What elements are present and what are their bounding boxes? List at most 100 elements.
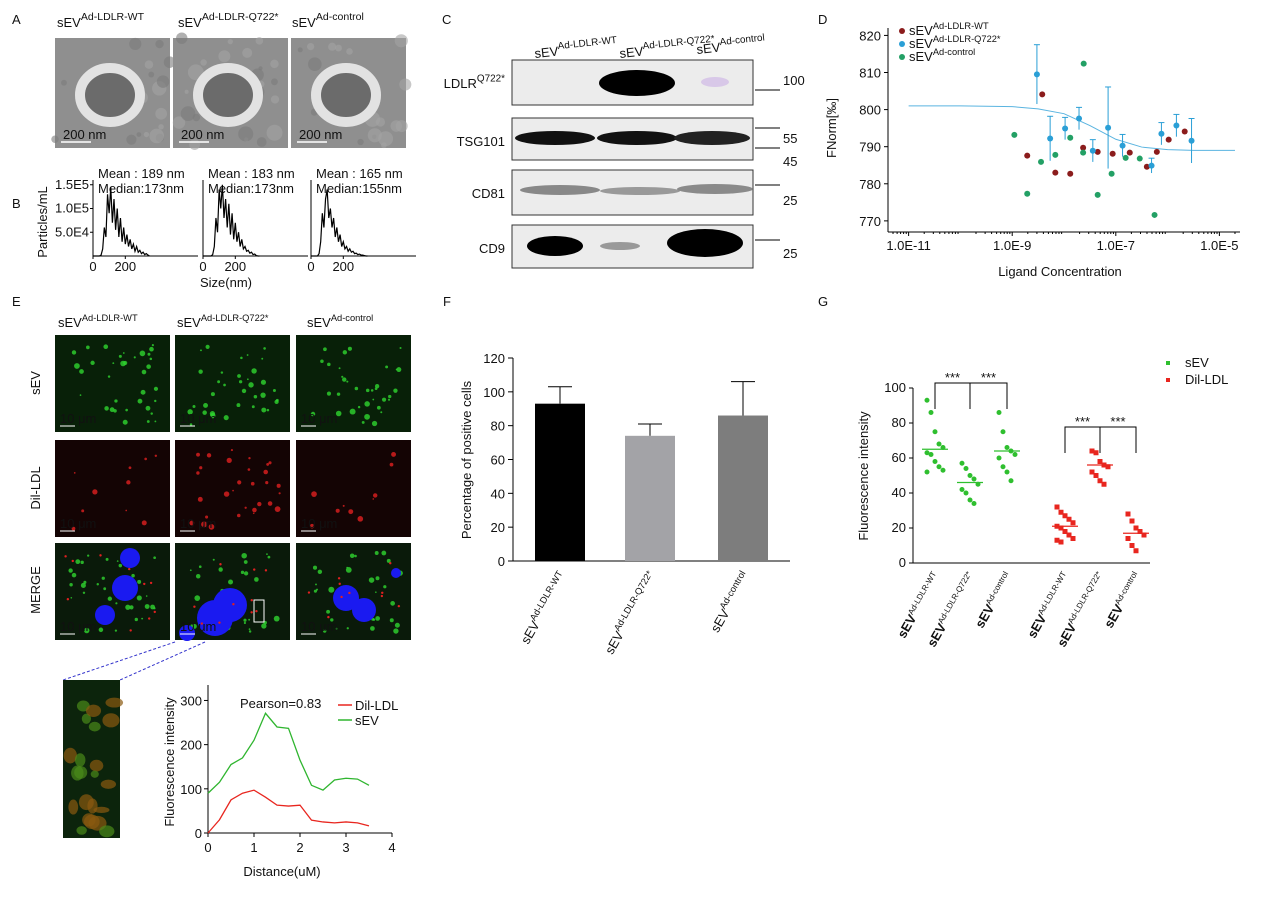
- puncta: [75, 559, 81, 565]
- significance-bracket: [969, 382, 1008, 409]
- band: [600, 242, 640, 250]
- puncta: [79, 394, 82, 396]
- puncta: [342, 377, 347, 382]
- puncta: [335, 627, 338, 630]
- puncta: [370, 389, 374, 392]
- texture: [380, 142, 387, 149]
- puncta: [219, 563, 222, 566]
- x-axis-label: Size(nm): [200, 275, 252, 290]
- puncta: [267, 501, 273, 506]
- annotation: Mean : 165 nm: [316, 166, 403, 181]
- puncta: [323, 347, 327, 352]
- puncta: [202, 410, 207, 415]
- texture: [242, 47, 253, 58]
- puncta: [144, 457, 147, 461]
- texture: [270, 95, 280, 104]
- x-axis-label: Ligand Concentration: [998, 264, 1122, 279]
- label-text: sEV: [57, 15, 81, 30]
- puncta: [89, 759, 104, 772]
- significance-bracket: [1099, 426, 1137, 453]
- puncta: [141, 520, 147, 526]
- puncta: [252, 512, 255, 515]
- texture: [136, 132, 142, 137]
- texture: [61, 79, 67, 86]
- vesicle: [75, 63, 145, 127]
- scale-bar-label: 200 nm: [299, 127, 342, 142]
- label-superscript: Ad-LDLR-WT: [557, 35, 617, 52]
- texture: [308, 57, 322, 71]
- puncta: [240, 356, 243, 360]
- puncta: [103, 344, 109, 350]
- point: [1066, 532, 1072, 538]
- puncta: [276, 483, 281, 488]
- point: [996, 455, 1002, 461]
- label-superscript: Ad-LDLR-WT: [528, 569, 565, 623]
- puncta: [99, 825, 115, 838]
- texture: [172, 116, 186, 129]
- puncta: [141, 369, 147, 375]
- nucleus: [112, 575, 138, 601]
- puncta: [248, 628, 251, 631]
- point: [1181, 128, 1188, 135]
- point: [1058, 525, 1064, 531]
- puncta: [105, 697, 124, 708]
- puncta: [386, 558, 391, 563]
- label-text: sEV: [534, 44, 560, 61]
- label-text: sEV: [894, 612, 919, 641]
- texture: [238, 126, 254, 142]
- point: [1093, 450, 1099, 456]
- puncta: [311, 491, 317, 497]
- puncta: [240, 570, 245, 574]
- puncta: [232, 603, 235, 606]
- puncta: [93, 806, 110, 813]
- x-tick-label: 4: [388, 840, 395, 855]
- texture: [266, 124, 283, 141]
- panel-label: F: [443, 294, 451, 309]
- texture: [346, 48, 353, 55]
- puncta: [71, 765, 84, 781]
- y-tick-label: 100: [180, 782, 202, 797]
- texture: [155, 107, 168, 120]
- label: TSG101: [457, 134, 505, 149]
- y-axis-label: Particles/mL: [35, 186, 50, 258]
- puncta: [251, 405, 255, 409]
- puncta: [315, 588, 319, 591]
- micrograph: [296, 335, 411, 432]
- label-text: sEV: [58, 315, 82, 330]
- point: [1058, 509, 1064, 515]
- point: [971, 476, 977, 482]
- point: [1004, 445, 1010, 450]
- roi-box: [253, 599, 265, 623]
- significance-label: ***: [981, 370, 996, 385]
- puncta: [96, 582, 99, 586]
- puncta: [266, 463, 270, 466]
- band: [667, 229, 743, 257]
- annotation: Mean : 183 nm: [208, 166, 295, 181]
- puncta: [354, 386, 359, 391]
- puncta: [348, 509, 354, 515]
- puncta: [328, 586, 335, 593]
- puncta: [338, 582, 341, 586]
- puncta: [153, 386, 159, 391]
- puncta: [347, 346, 352, 351]
- panel-label: G: [818, 294, 828, 309]
- point: [1151, 211, 1158, 218]
- puncta: [218, 621, 221, 624]
- label-text: sEV: [696, 40, 722, 57]
- puncta: [394, 622, 400, 628]
- y-tick-label: 780: [859, 177, 881, 192]
- label-text: sEV: [602, 628, 627, 656]
- puncta: [272, 388, 276, 392]
- puncta: [274, 506, 281, 513]
- label: sEVAd-LDLR-WT: [58, 313, 138, 330]
- puncta: [312, 565, 318, 570]
- point: [1054, 504, 1060, 510]
- y-tick-label: 100: [884, 380, 906, 395]
- nucleus: [179, 625, 195, 641]
- label-text: LDLR: [444, 76, 477, 91]
- puncta: [315, 583, 317, 586]
- label-text: CD9: [479, 241, 505, 256]
- puncta: [223, 383, 226, 387]
- puncta: [210, 412, 216, 419]
